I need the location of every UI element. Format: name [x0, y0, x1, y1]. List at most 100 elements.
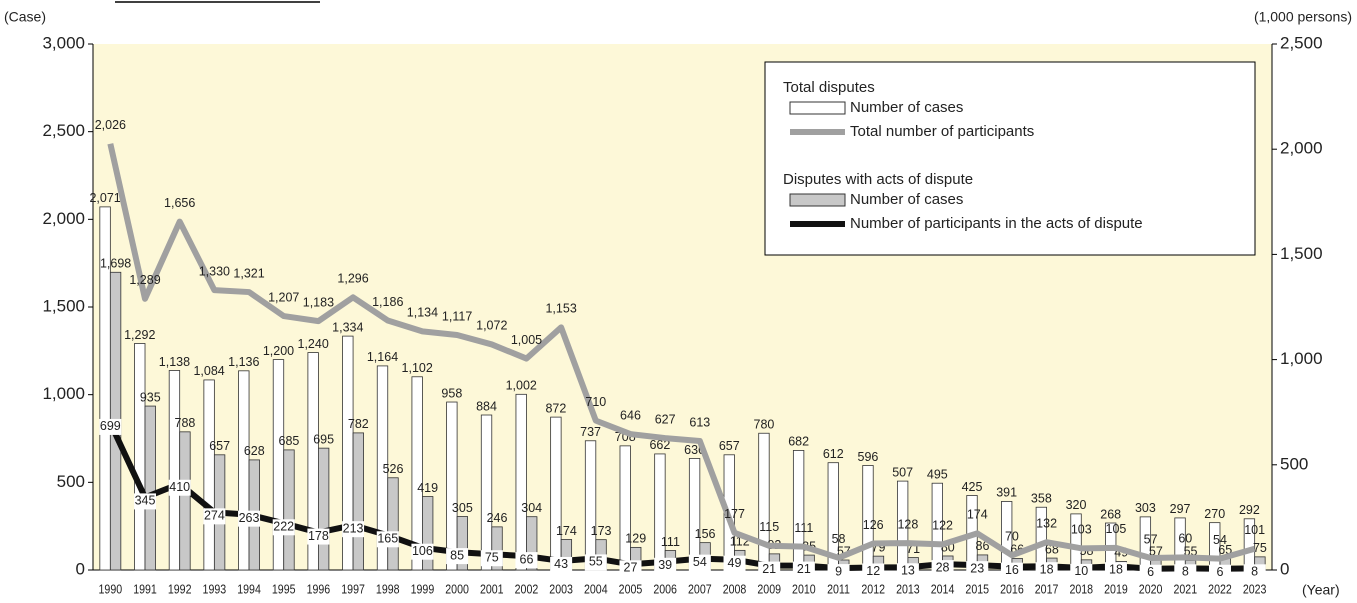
bar-value-label: 268 [1100, 507, 1121, 521]
line-value-label: 1,289 [129, 273, 160, 287]
line-value-label: 55 [589, 555, 603, 569]
line-value-label: 101 [1244, 523, 1265, 537]
x-tick-label: 2008 [723, 583, 747, 597]
label-bg [238, 510, 261, 527]
label-bg [168, 479, 191, 496]
bar-value-label: 872 [545, 401, 566, 415]
bar-value-label: 596 [858, 450, 879, 464]
line-value-label: 1,207 [268, 290, 299, 304]
label-bg [446, 548, 469, 565]
bar-value-label: 1,292 [124, 328, 155, 342]
line-value-label: 1,296 [337, 272, 368, 286]
x-tick-label: 2005 [619, 583, 643, 597]
label-bg [1139, 564, 1162, 581]
bar [272, 359, 285, 571]
bar [480, 414, 493, 571]
line-value-label: 128 [897, 517, 918, 531]
bar-value-label: 1,164 [367, 350, 398, 364]
x-tick-label: 2001 [480, 583, 504, 597]
bar [456, 516, 469, 571]
bar [619, 445, 631, 571]
x-tick-label: 2006 [653, 583, 677, 597]
x-tick-label: 2011 [827, 583, 850, 597]
line-value-label: 39 [658, 558, 672, 572]
x-tick-label: 2014 [931, 583, 955, 597]
line-value-label: 23 [970, 561, 984, 575]
bar [134, 343, 146, 571]
line-value-label: 178 [308, 529, 329, 543]
line-value-label: 132 [1036, 517, 1057, 531]
bar-value-label: 526 [383, 462, 404, 476]
bar [411, 376, 423, 571]
bar-value-label: 358 [1031, 492, 1052, 506]
x-tick-label: 1998 [376, 583, 400, 597]
label-bg [1243, 564, 1266, 581]
label-bg [862, 563, 885, 580]
label-bg [134, 493, 157, 510]
x-tick-label: 2022 [1208, 583, 1232, 597]
line-value-label: 66 [520, 552, 534, 566]
bar-value-label: 304 [521, 501, 542, 515]
bar-value-label: 884 [476, 399, 497, 413]
label-bg [584, 554, 607, 571]
legend-swatch [789, 101, 846, 115]
line-value-label: 21 [797, 562, 811, 576]
line-value-label: 8 [1182, 565, 1189, 579]
x-tick-label: 2019 [1104, 583, 1128, 597]
label-bg [203, 508, 226, 525]
line-value-label: 1,005 [511, 333, 542, 347]
line-value-label: 9 [835, 564, 842, 578]
bar [376, 365, 389, 571]
line-value-label: 1,321 [233, 266, 264, 280]
x-tick-label: 2020 [1139, 583, 1163, 597]
x-tick-label: 2016 [1000, 583, 1024, 597]
bar-value-label: 1,240 [298, 337, 329, 351]
bar-value-label: 419 [417, 481, 438, 495]
bar [168, 370, 181, 571]
bar [422, 496, 434, 571]
label-bg [515, 552, 538, 569]
legend-label: Number of cases [850, 191, 963, 208]
line-value-label: 28 [936, 560, 950, 574]
line-value-label: 13 [901, 564, 915, 578]
x-tick-label: 2000 [445, 583, 469, 597]
label-bg [1035, 562, 1058, 579]
line-value-label: 1,656 [164, 196, 195, 210]
x-tick-label: 2010 [792, 583, 816, 597]
bar-value-label: 174 [556, 524, 577, 538]
x-tick-label: 1992 [168, 583, 192, 597]
line-value-label: 710 [585, 395, 606, 409]
bar-value-label: 782 [348, 417, 369, 431]
line-value-label: 6 [1147, 565, 1154, 579]
bar-value-label: 173 [591, 524, 612, 538]
bar-value-label: 156 [695, 527, 716, 541]
line-value-label: 213 [343, 521, 364, 535]
bar-value-label: 320 [1066, 498, 1087, 512]
line-value-label: 103 [1071, 523, 1092, 537]
bar-value-label: 958 [441, 386, 462, 400]
bar-value-label: 246 [487, 511, 508, 525]
line-value-label: 1,134 [407, 306, 438, 320]
bar-value-label: 1,136 [228, 355, 259, 369]
bar [387, 477, 399, 571]
line-value-label: 1,183 [303, 295, 334, 309]
bar-value-label: 1,138 [159, 355, 190, 369]
x-tick-label: 1996 [307, 583, 331, 597]
line-value-label: 122 [932, 519, 953, 533]
line-value-label: 18 [1040, 563, 1054, 577]
y-axis-label: (Case) [4, 9, 46, 25]
x-tick-label: 1994 [237, 583, 261, 597]
y2-tick-label: 1,000 [1280, 349, 1323, 368]
x-tick-label: 1999 [411, 583, 435, 597]
line-value-label: 699 [100, 419, 121, 433]
x-tick-label: 2013 [896, 583, 920, 597]
line-value-label: 70 [1005, 530, 1019, 544]
line-value-label: 1,330 [199, 264, 230, 278]
bar [144, 405, 156, 571]
label-bg [272, 519, 295, 536]
line-value-label: 75 [485, 551, 499, 565]
bar-value-label: 612 [823, 447, 844, 461]
line-value-label: 27 [624, 561, 638, 575]
bar-value-label: 425 [962, 480, 983, 494]
